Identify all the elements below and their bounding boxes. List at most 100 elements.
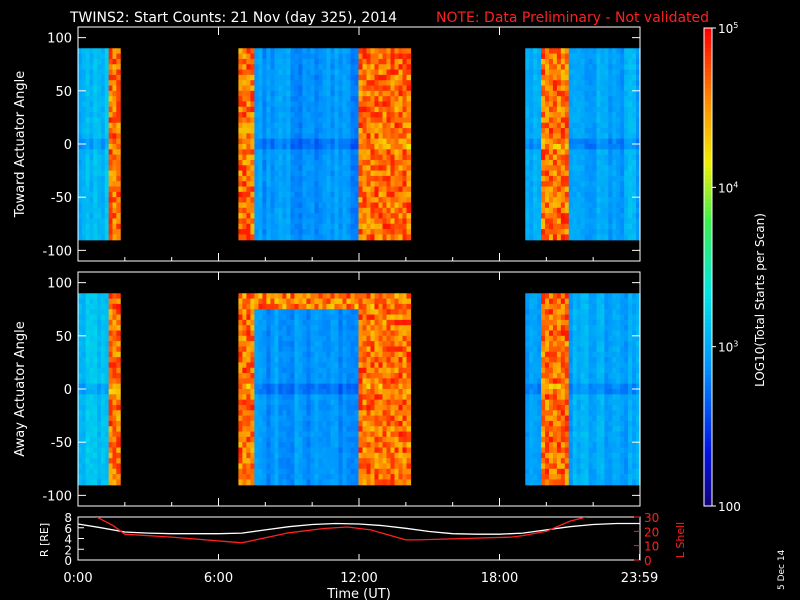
heatmap-cell [552, 207, 558, 214]
heatmap-cell [290, 128, 296, 134]
heatmap-cell [81, 207, 87, 214]
heatmap-cell [100, 303, 106, 310]
heatmap-cell [572, 234, 578, 241]
heatmap-cell [552, 218, 558, 225]
heatmap-cell [600, 181, 605, 188]
heatmap-cell [624, 90, 629, 97]
heatmap-cell [402, 53, 408, 60]
heatmap-cell [390, 191, 396, 198]
heatmap-cell [116, 367, 121, 374]
heatmap-cell [85, 218, 91, 225]
heatmap-cell [354, 96, 360, 103]
heatmap-cell [286, 90, 292, 97]
heatmap-cell [620, 117, 625, 124]
heatmap-cell [525, 229, 530, 236]
heatmap-cell [342, 389, 348, 395]
heatmap-cell [302, 213, 308, 220]
heatmap-cell [600, 96, 605, 103]
heatmap-cell [93, 325, 98, 332]
heatmap-cell [537, 53, 542, 60]
heatmap-cell [266, 436, 272, 443]
heatmap-cell [238, 436, 243, 443]
heatmap-cell [406, 357, 412, 364]
heatmap-cell [286, 373, 292, 379]
heatmap-cell [294, 112, 300, 119]
heatmap-cell [608, 186, 613, 193]
heatmap-cell [314, 415, 320, 422]
heatmap-cell [242, 474, 248, 481]
heatmap-cell [258, 213, 264, 220]
heatmap-cell [541, 117, 546, 124]
heatmap-cell [112, 117, 117, 124]
heatmap-cell [246, 479, 252, 486]
heatmap-cell [298, 293, 304, 300]
heatmap-cell [326, 128, 332, 134]
heatmap-cell [298, 170, 304, 177]
heatmap-cell [274, 351, 280, 358]
heatmap-cell [330, 144, 336, 150]
heatmap-cell [358, 415, 364, 422]
heatmap-cell [278, 410, 284, 417]
heatmap-cell [270, 170, 276, 177]
heatmap-cell [318, 474, 324, 481]
heatmap-cell [338, 154, 344, 161]
heatmap-cell [338, 144, 344, 150]
heatmap-cell [93, 112, 98, 119]
heatmap-cell [334, 452, 340, 459]
heatmap-cell [306, 74, 312, 81]
heatmap-cell [100, 442, 106, 449]
heatmap-cell [533, 106, 538, 113]
heatmap-cell [85, 181, 91, 188]
heatmap-cell [330, 213, 336, 220]
heatmap-cell [556, 96, 562, 103]
heatmap-cell [104, 389, 110, 395]
heatmap-cell [262, 346, 268, 353]
heatmap-cell [398, 474, 404, 481]
heatmap-cell [262, 303, 268, 310]
heatmap-cell [274, 48, 280, 55]
heatmap-cell [326, 447, 332, 454]
heatmap-cell [298, 319, 304, 326]
heatmap-cell [250, 474, 256, 481]
heatmap-cell [250, 112, 256, 119]
heatmap-cell [378, 463, 384, 470]
heatmap-cell [334, 101, 340, 108]
heatmap-cell [112, 74, 117, 81]
heatmap-cell [529, 48, 534, 55]
heatmap-cell [318, 325, 324, 332]
heatmap-cell [330, 85, 336, 92]
heatmap-cell [525, 452, 530, 459]
heatmap-cell [254, 218, 260, 225]
heatmap-cell [378, 341, 384, 348]
heatmap-cell [78, 69, 83, 76]
heatmap-cell [525, 69, 530, 76]
heatmap-cell [406, 298, 412, 305]
heatmap-cell [294, 191, 300, 198]
heatmap-cell [580, 90, 586, 97]
heatmap-cell [386, 175, 392, 182]
heatmap-cell [382, 197, 388, 204]
heatmap-cell [366, 165, 372, 172]
heatmap-cell [100, 394, 106, 401]
heatmap-cell [262, 293, 268, 300]
heatmap-cell [378, 170, 384, 177]
heatmap-cell [545, 165, 550, 172]
heatmap-cell [537, 122, 542, 129]
heatmap-cell [402, 154, 408, 161]
heatmap-cell [81, 394, 87, 401]
heatmap-cell [242, 53, 248, 60]
heatmap-cell [238, 202, 243, 209]
heatmap-cell [318, 319, 324, 326]
heatmap-cell [298, 415, 304, 422]
heatmap-cell [616, 48, 621, 55]
heatmap-cell [545, 207, 550, 214]
heatmap-cell [616, 53, 621, 60]
heatmap-cell [246, 207, 252, 214]
heatmap-cell [556, 74, 562, 81]
heatmap-cell [330, 122, 336, 129]
heatmap-cell [326, 319, 332, 326]
heatmap-cell [93, 420, 98, 427]
heatmap-cell [338, 234, 344, 241]
heatmap-cell [322, 341, 328, 348]
heatmap-cell [398, 303, 404, 310]
